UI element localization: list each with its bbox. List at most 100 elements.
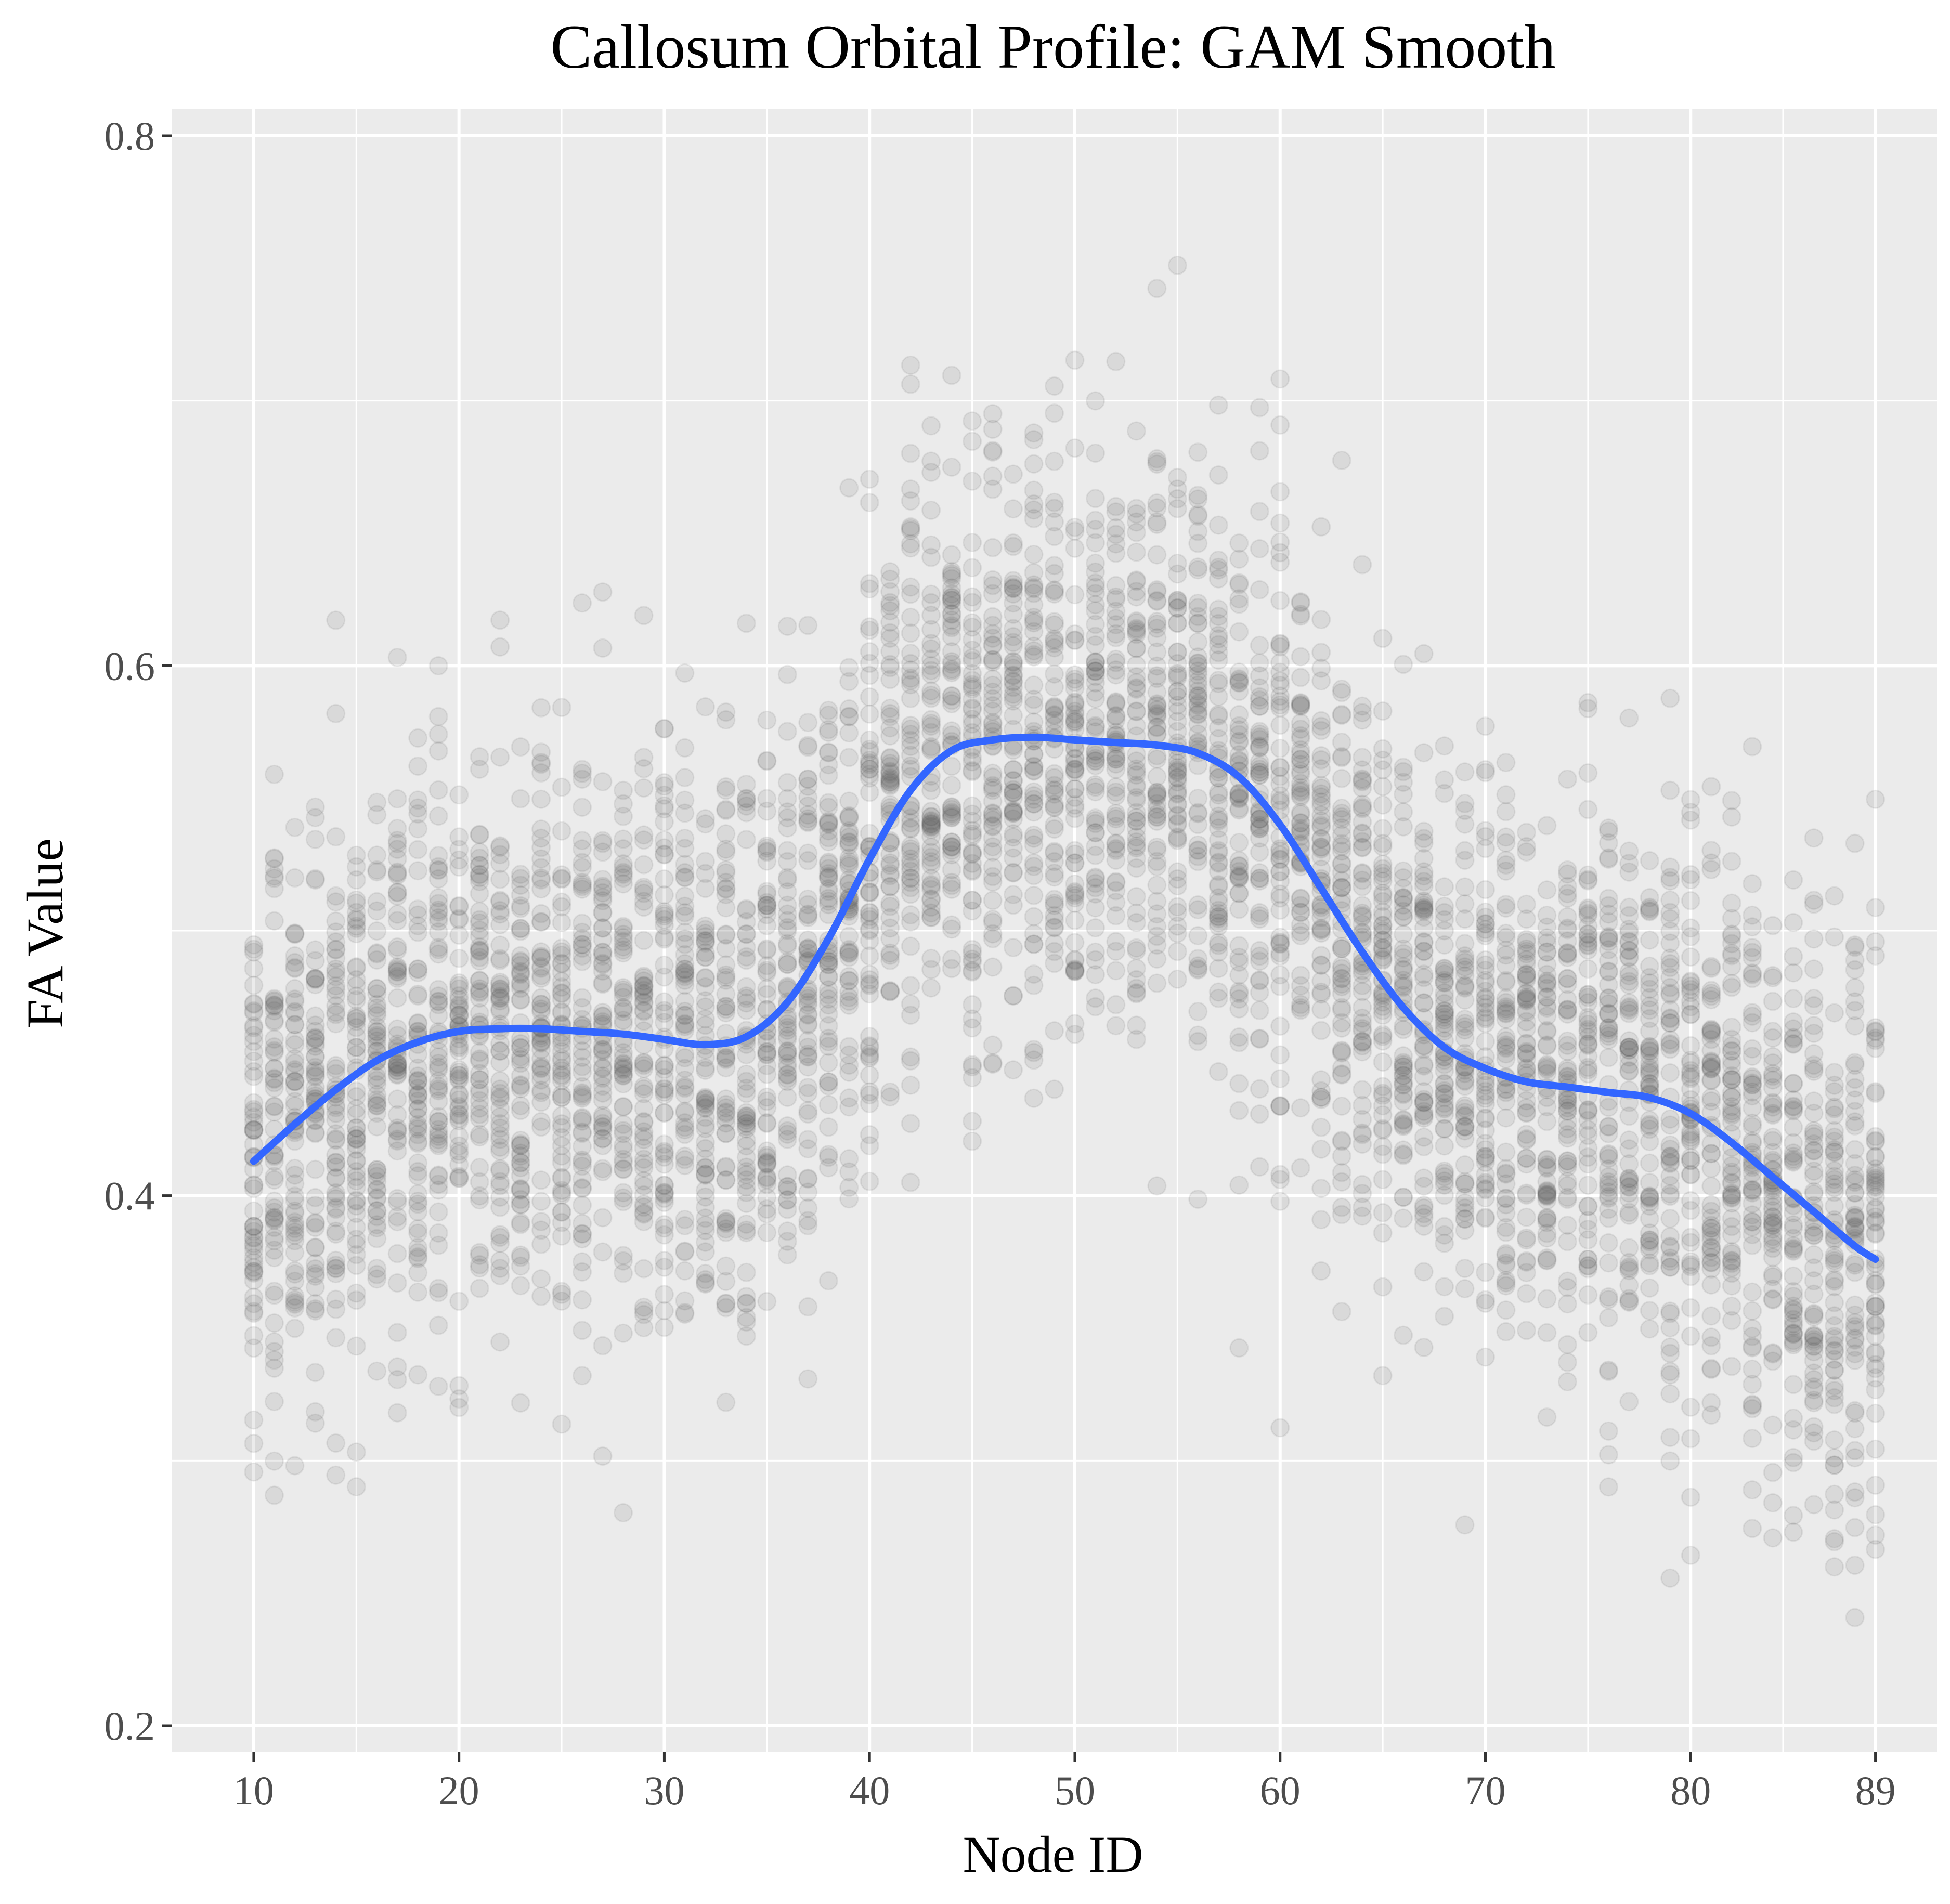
scatter-point <box>1537 816 1557 836</box>
scatter-point <box>428 1120 448 1140</box>
scatter-point <box>757 963 777 982</box>
scatter-point <box>1743 1039 1762 1059</box>
scatter-point <box>1598 1253 1618 1273</box>
scatter-point <box>942 618 961 637</box>
scatter-point <box>285 1261 305 1281</box>
scatter-point <box>1208 988 1228 1008</box>
scatter-point <box>264 1146 284 1166</box>
scatter-point <box>614 928 633 947</box>
scatter-point <box>428 1112 448 1131</box>
scatter-point <box>1845 1556 1865 1575</box>
scatter-point <box>1229 573 1249 593</box>
scatter-point <box>614 1159 633 1179</box>
scatter-point <box>1208 705 1228 724</box>
x-axis-title: Node ID <box>963 1825 1143 1883</box>
scatter-point <box>798 1369 818 1389</box>
scatter-point <box>1394 1208 1413 1228</box>
scatter-point <box>901 1172 920 1192</box>
scatter-point <box>963 432 982 451</box>
scatter-point <box>387 1129 407 1149</box>
scatter-point <box>1640 1115 1659 1134</box>
scatter-point <box>573 831 592 851</box>
scatter-point <box>244 1175 264 1195</box>
scatter-point <box>1681 1326 1700 1346</box>
scatter-point <box>531 912 551 932</box>
scatter-point <box>716 801 736 820</box>
scatter-point <box>1804 959 1824 979</box>
scatter-point <box>1229 1027 1249 1047</box>
scatter-point <box>470 1279 489 1298</box>
scatter-point <box>490 974 510 994</box>
scatter-point <box>1804 1141 1824 1161</box>
scatter-point <box>1086 573 1105 593</box>
scatter-point <box>470 982 489 1001</box>
scatter-point <box>552 938 571 958</box>
scatter-point <box>1598 1098 1618 1117</box>
scatter-point <box>573 1178 592 1197</box>
scatter-point <box>387 1065 407 1085</box>
scatter-point <box>367 944 387 964</box>
scatter-point <box>1517 987 1536 1007</box>
scatter-point <box>346 1045 366 1064</box>
x-tick-label: 40 <box>849 1768 890 1813</box>
scatter-point <box>367 1085 387 1105</box>
scatter-point <box>470 1172 489 1192</box>
scatter-point <box>1537 880 1557 900</box>
scatter-point <box>1126 690 1146 710</box>
scatter-point <box>470 747 489 767</box>
scatter-point <box>1845 1170 1865 1190</box>
scatter-point <box>1804 1377 1824 1397</box>
scatter-point <box>1291 782 1310 802</box>
scatter-point <box>942 545 961 565</box>
scatter-point <box>1784 947 1803 967</box>
scatter-point <box>1681 891 1700 910</box>
scatter-point <box>552 1066 571 1086</box>
scatter-point <box>1619 923 1639 943</box>
scatter-point <box>1557 860 1577 880</box>
scatter-point <box>1167 897 1187 917</box>
scatter-point <box>798 616 818 635</box>
scatter-point <box>880 982 900 1001</box>
scatter-point <box>285 1298 305 1318</box>
scatter-point <box>1291 696 1310 715</box>
scatter-point <box>983 872 1003 892</box>
scatter-point <box>1394 1145 1413 1165</box>
scatter-point <box>1845 1140 1865 1159</box>
scatter-point <box>1804 1222 1824 1242</box>
scatter-point <box>1208 959 1228 979</box>
scatter-point <box>1065 853 1085 873</box>
scatter-point <box>818 793 838 813</box>
scatter-point <box>1557 1352 1577 1372</box>
scatter-point <box>531 879 551 899</box>
scatter-point <box>367 1264 387 1284</box>
scatter-point <box>449 1084 469 1104</box>
scatter-point <box>1701 1024 1721 1044</box>
scatter-point <box>326 1208 346 1228</box>
scatter-point <box>593 1066 613 1086</box>
scatter-point <box>408 959 428 979</box>
scatter-point <box>264 1342 284 1362</box>
scatter-point <box>490 610 510 630</box>
scatter-point <box>1763 992 1783 1011</box>
scatter-point <box>1353 778 1372 798</box>
scatter-point <box>264 1059 284 1078</box>
scatter-point <box>1619 1238 1639 1258</box>
scatter-point <box>1229 899 1249 919</box>
scatter-point <box>1004 938 1023 957</box>
scatter-point <box>326 1145 346 1165</box>
scatter-point <box>1517 1049 1536 1068</box>
scatter-point <box>244 1338 264 1358</box>
scatter-point <box>449 1085 469 1105</box>
scatter-point <box>983 420 1003 439</box>
scatter-point <box>387 1273 407 1293</box>
scatter-point <box>1086 511 1105 530</box>
scatter-point <box>1045 942 1064 961</box>
scatter-point <box>428 1006 448 1025</box>
scatter-point <box>593 1446 613 1466</box>
scatter-point <box>511 1276 530 1296</box>
scatter-point <box>1270 901 1290 920</box>
scatter-point <box>1496 1322 1516 1341</box>
scatter-point <box>346 1217 366 1237</box>
scatter-point <box>285 1060 305 1079</box>
scatter-point <box>880 629 900 648</box>
